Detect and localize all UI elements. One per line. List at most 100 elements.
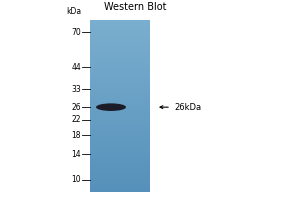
Bar	[90, 142, 150, 143]
Bar	[90, 185, 150, 186]
Text: 33: 33	[71, 85, 81, 94]
Bar	[90, 45, 150, 46]
Bar	[90, 89, 150, 90]
Bar	[90, 158, 150, 159]
Bar	[90, 119, 150, 120]
Bar	[90, 165, 150, 166]
Bar	[90, 43, 150, 44]
Bar	[90, 97, 150, 98]
Bar	[90, 71, 150, 72]
Bar	[90, 83, 150, 84]
Bar	[90, 20, 150, 21]
Bar	[90, 159, 150, 160]
Bar	[90, 40, 150, 41]
Bar	[90, 173, 150, 174]
Bar	[90, 30, 150, 31]
Bar	[90, 72, 150, 73]
Bar	[90, 90, 150, 91]
Bar	[90, 28, 150, 29]
Text: Western Blot: Western Blot	[104, 2, 166, 12]
Bar	[90, 105, 150, 106]
Bar	[90, 120, 150, 121]
Bar	[90, 75, 150, 76]
Bar	[90, 21, 150, 22]
Bar	[90, 131, 150, 132]
Bar	[90, 59, 150, 60]
Bar	[90, 56, 150, 57]
Bar	[90, 151, 150, 152]
Text: 44: 44	[71, 63, 81, 72]
Bar	[90, 182, 150, 183]
Bar	[90, 130, 150, 131]
Bar	[90, 150, 150, 151]
Bar	[90, 153, 150, 154]
Bar	[90, 80, 150, 81]
Bar	[90, 34, 150, 35]
Bar	[90, 162, 150, 163]
Bar	[90, 55, 150, 56]
Bar	[90, 49, 150, 50]
Bar	[90, 184, 150, 185]
Bar	[90, 176, 150, 177]
Bar	[90, 41, 150, 42]
Bar	[90, 116, 150, 117]
Bar	[90, 32, 150, 33]
Bar	[90, 93, 150, 94]
Bar	[90, 189, 150, 190]
Bar	[90, 133, 150, 134]
Text: 26kDa: 26kDa	[174, 103, 201, 112]
Bar	[90, 86, 150, 87]
Bar	[90, 172, 150, 173]
Bar	[90, 107, 150, 108]
Bar	[90, 46, 150, 47]
Bar	[90, 126, 150, 127]
Bar	[90, 23, 150, 24]
Bar	[90, 57, 150, 58]
Bar	[90, 123, 150, 124]
Bar	[90, 191, 150, 192]
Bar	[90, 53, 150, 54]
Bar	[90, 101, 150, 102]
Text: 14: 14	[71, 150, 81, 159]
Bar	[90, 144, 150, 145]
Bar	[90, 163, 150, 164]
Bar	[90, 70, 150, 71]
Bar	[90, 54, 150, 55]
Bar	[90, 73, 150, 74]
Bar	[90, 152, 150, 153]
Bar	[90, 169, 150, 170]
Bar	[90, 115, 150, 116]
Bar	[90, 68, 150, 69]
Bar	[90, 155, 150, 156]
Bar	[90, 103, 150, 104]
Bar	[90, 166, 150, 167]
Bar	[90, 154, 150, 155]
Bar	[90, 47, 150, 48]
Bar	[90, 102, 150, 103]
Text: 18: 18	[71, 131, 81, 140]
Bar	[90, 74, 150, 75]
Bar	[90, 76, 150, 77]
Bar	[90, 77, 150, 78]
Bar	[90, 69, 150, 70]
Bar	[90, 96, 150, 97]
Bar	[90, 110, 150, 111]
Bar	[90, 84, 150, 85]
Bar	[90, 65, 150, 66]
Bar	[90, 31, 150, 32]
Text: kDa: kDa	[66, 7, 81, 16]
Bar	[90, 39, 150, 40]
Bar	[90, 156, 150, 157]
Bar	[90, 91, 150, 92]
Bar	[90, 60, 150, 61]
Bar	[90, 129, 150, 130]
Bar	[90, 63, 150, 64]
Bar	[90, 148, 150, 149]
Bar	[90, 22, 150, 23]
Bar	[90, 132, 150, 133]
Bar	[90, 109, 150, 110]
Bar	[90, 79, 150, 80]
Bar	[90, 108, 150, 109]
Text: 26: 26	[71, 103, 81, 112]
Bar	[90, 37, 150, 38]
